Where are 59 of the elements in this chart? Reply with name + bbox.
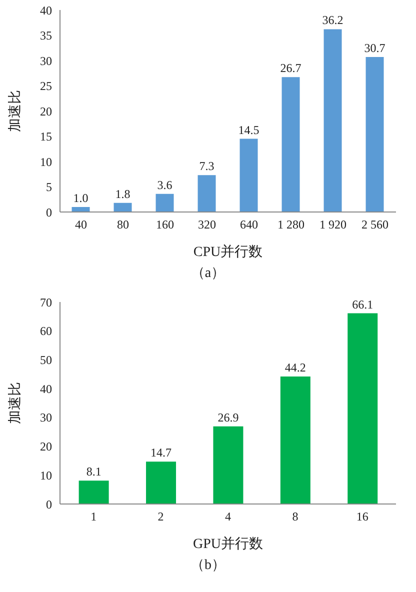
data-label: 26.7 bbox=[280, 61, 302, 76]
bar bbox=[213, 426, 244, 504]
x-tick-label: 2 bbox=[158, 510, 164, 524]
data-label: 44.2 bbox=[284, 360, 306, 374]
text: （a） bbox=[190, 265, 226, 282]
y-tick-label: 20 bbox=[40, 104, 52, 118]
y-tick-label: 10 bbox=[40, 468, 52, 482]
x-tick-label: 640 bbox=[240, 218, 258, 232]
bar bbox=[366, 56, 384, 212]
bar bbox=[282, 77, 300, 212]
x-tick-label: 80 bbox=[117, 218, 129, 232]
y-tick-label: 0 bbox=[46, 497, 52, 512]
data-label: 8.1 bbox=[86, 464, 102, 479]
y-tick-label: 40 bbox=[40, 3, 52, 18]
bar bbox=[78, 480, 109, 504]
y-tick-label: 50 bbox=[40, 352, 52, 367]
data-label: 14.5 bbox=[238, 122, 260, 137]
x-tick-label: 40 bbox=[75, 218, 87, 232]
data-label: 14.7 bbox=[150, 446, 172, 460]
x-tick-label: 1 bbox=[90, 510, 97, 524]
data-label: 7.3 bbox=[199, 159, 214, 174]
x-tick-label: 1 920 bbox=[320, 218, 346, 232]
x-tick-label: 1 280 bbox=[278, 218, 304, 232]
bar bbox=[240, 138, 258, 212]
x-tick-label: 2 560 bbox=[362, 218, 388, 232]
bar bbox=[348, 313, 378, 504]
text: （b） bbox=[190, 557, 226, 574]
x-tick-label: 16 bbox=[356, 510, 368, 524]
data-label: 3.6 bbox=[157, 178, 172, 192]
x-tick-label: 8 bbox=[292, 510, 298, 524]
data-label: 66.1 bbox=[352, 297, 374, 312]
y-tick-label: 5 bbox=[46, 180, 52, 194]
y-tick-label: 0 bbox=[46, 205, 52, 220]
x-tick-label: 4 bbox=[225, 510, 231, 524]
data-label: 30.7 bbox=[364, 40, 386, 55]
y-tick-label: 25 bbox=[40, 79, 52, 94]
y-tick-label: 40 bbox=[40, 382, 52, 396]
bar bbox=[280, 376, 310, 504]
bar bbox=[156, 194, 174, 212]
y-tick-label: 30 bbox=[40, 54, 52, 68]
x-tick-label: 160 bbox=[156, 218, 174, 232]
bar bbox=[114, 202, 132, 212]
data-label: 26.9 bbox=[218, 410, 239, 424]
data-label: 1.8 bbox=[115, 186, 130, 201]
y-tick-label: 20 bbox=[40, 440, 52, 454]
y-tick-label: 15 bbox=[40, 130, 52, 144]
bar bbox=[198, 175, 216, 212]
x-tick-label: 320 bbox=[198, 218, 216, 232]
y-tick-label: 70 bbox=[40, 295, 52, 310]
y-tick-label: 60 bbox=[40, 324, 52, 338]
x-axis-title: GPU并行数 bbox=[192, 536, 264, 552]
bar bbox=[146, 462, 176, 504]
data-label: 36.2 bbox=[322, 13, 344, 28]
y-tick-label: 10 bbox=[40, 154, 52, 169]
y-tick-label: 30 bbox=[40, 410, 52, 425]
bar bbox=[324, 29, 342, 212]
x-axis-title: CPU并行数 bbox=[193, 244, 263, 260]
data-label: 1.0 bbox=[73, 190, 88, 205]
y-tick-label: 35 bbox=[40, 28, 52, 43]
